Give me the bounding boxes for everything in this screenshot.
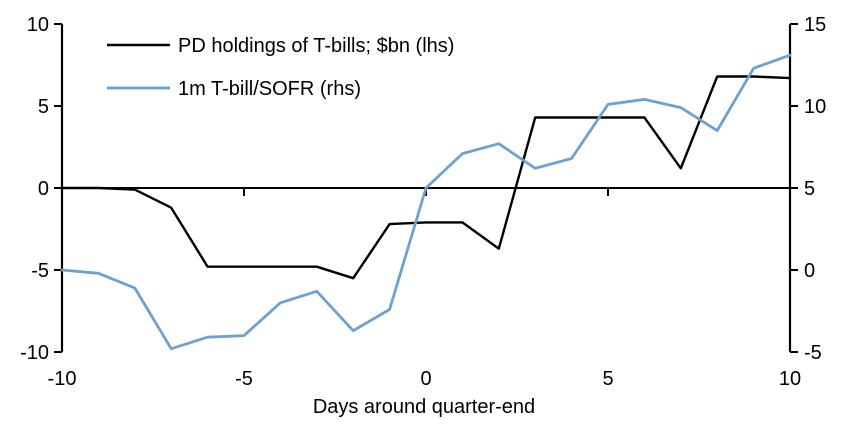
legend-item-tbill-sofr: 1m T-bill/SOFR (rhs) — [107, 78, 361, 100]
right-axis-tick-label: 10 — [804, 96, 826, 118]
left-axis-tick-label: -10 — [20, 342, 49, 364]
left-axis-tick-label: 0 — [38, 178, 49, 200]
right-axis-tick-label: -5 — [804, 342, 822, 364]
legend-item-pd-holdings: PD holdings of T-bills; $bn (lhs) — [107, 35, 454, 57]
x-axis-tick-label: 10 — [779, 368, 801, 390]
axes: 10 5 0 -5 -10 15 10 5 0 -5 -10 -5 0 5 10 — [20, 14, 826, 390]
legend-label-tbill-sofr: 1m T-bill/SOFR (rhs) — [178, 78, 361, 100]
series-line-1m-t-bill-sofr-rhs — [60, 53, 792, 351]
left-axis-tick-label: 10 — [27, 14, 49, 36]
x-axis-tick-label: -5 — [235, 368, 253, 390]
series-line-pd-holdings-of-t-bills-bn-lhs — [60, 75, 792, 280]
x-axis-tick-label: 5 — [602, 368, 613, 390]
legend: PD holdings of T-bills; $bn (lhs) 1m T-b… — [107, 35, 454, 100]
x-axis-tick-label: 0 — [420, 368, 431, 390]
right-axis-tick-label: 5 — [804, 178, 815, 200]
series-lines — [60, 53, 792, 351]
x-axis-tick-label: -10 — [48, 368, 77, 390]
legend-label-pd-holdings: PD holdings of T-bills; $bn (lhs) — [178, 35, 454, 57]
left-axis-tick-label: -5 — [31, 260, 49, 282]
right-axis-tick-label: 0 — [804, 260, 815, 282]
x-axis-title: Days around quarter-end — [313, 396, 535, 418]
right-axis-tick-label: 15 — [804, 14, 826, 36]
left-axis-tick-label: 5 — [38, 96, 49, 118]
